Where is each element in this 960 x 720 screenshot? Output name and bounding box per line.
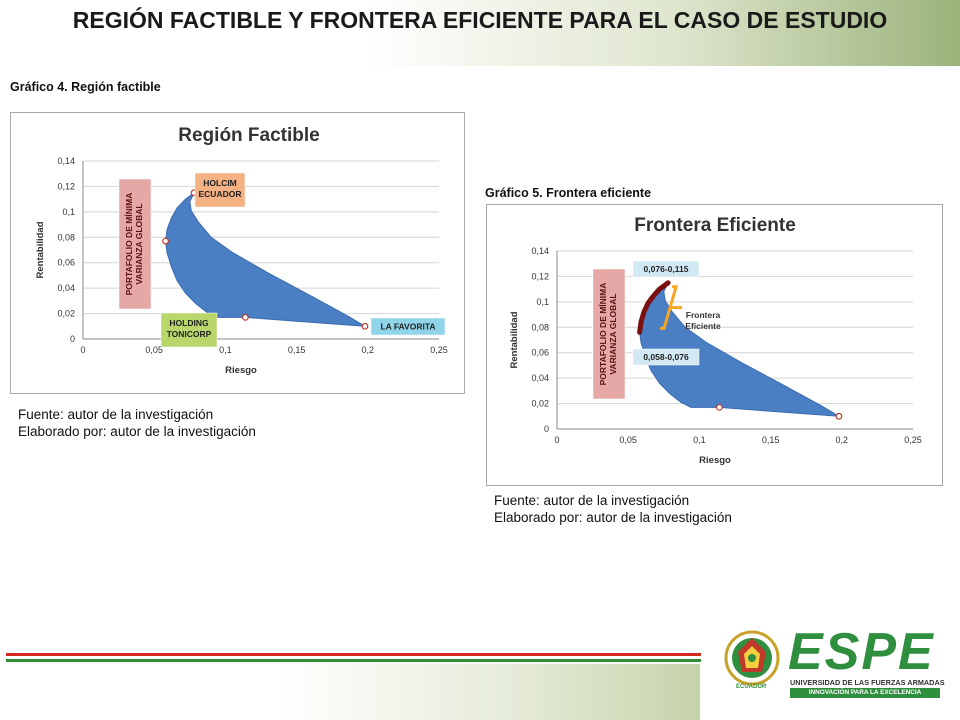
- factible-annotation-box: [194, 172, 246, 208]
- frontera-annotation-text: 0,058-0,076: [643, 352, 689, 362]
- factible-data-point: [162, 237, 169, 245]
- frontera-annotation-text: Frontera: [686, 310, 721, 320]
- espe-logo: ECUADOR ESPE UNIVERSIDAD DE LAS FUERZAS …: [722, 622, 952, 700]
- factible-data-point: [241, 313, 249, 321]
- factible-annotation-box: [160, 312, 218, 348]
- factible-x-tick-label: 0,1: [219, 345, 232, 355]
- source-right: Fuente: autor de la investigación: [494, 493, 690, 508]
- frontera-data-point: [715, 403, 723, 411]
- logo-subtitle: UNIVERSIDAD DE LAS FUERZAS ARMADAS: [790, 678, 945, 687]
- footer-line-green: [6, 659, 701, 662]
- factible-annotation-text: HOLDING: [169, 318, 209, 328]
- frontera-y-tick-label: 0,14: [531, 246, 549, 256]
- espe-seal-icon: [724, 630, 780, 686]
- factible-annotation-box: [370, 317, 446, 336]
- frontera-y-tick-label: 0,02: [531, 399, 549, 409]
- factible-x-tick-label: 0: [80, 345, 85, 355]
- factible-annotation-text: PORTAFOLIO DE MÍNIMA: [124, 193, 134, 296]
- factible-x-tick-label: 0,2: [362, 345, 375, 355]
- chart-frontera-eficiente: Frontera Eficiente 0 0,02 0,04 0,06 0,08 0,1 0,…: [486, 204, 943, 486]
- frontera-y-tick-label: 0,04: [531, 373, 549, 383]
- title-bar: [0, 0, 960, 66]
- factible-annotation-box: [118, 178, 152, 310]
- footer-line-red: [6, 653, 701, 656]
- frontera-annotation-text: Eficiente: [685, 321, 721, 331]
- factible-y-tick-label: 0,08: [57, 232, 75, 242]
- factible-annotation-text: LA FAVORITA: [380, 322, 435, 332]
- frontera-x-tick-label: 0,05: [619, 435, 637, 445]
- caption-right: Gráfico 5. Frontera eficiente: [485, 186, 652, 200]
- chart-frontera-eficiente-svg: Frontera Eficiente 0 0,02 0,04 0,06 0,08 0,1 0,…: [509, 215, 922, 466]
- frontera-annotation-text: 0,076-0,115: [644, 264, 689, 274]
- frontera-y-tick-label: 0,1: [536, 297, 549, 307]
- factible-annotation-text: VARIANZA GLOBAL: [134, 203, 144, 284]
- caption-left: Gráfico 4. Región factible: [10, 80, 161, 94]
- logo-tagline: INNOVACIÓN PARA LA EXCELENCIA: [790, 688, 940, 698]
- made-right: Elaborado por: autor de la investigación: [494, 510, 732, 525]
- chart-region-factible-svg: Región Factible 0 0,02 0,04 0,06 0,08 0,1 0,12 0…: [35, 125, 448, 376]
- frontera-y-tick-label: 0,12: [531, 271, 549, 281]
- factible-annotation-text: HOLCIM: [203, 178, 237, 188]
- factible-y-tick-label: 0: [70, 334, 75, 344]
- frontera-data-point: [835, 412, 843, 420]
- frontera-annotation-box: [632, 348, 700, 366]
- factible-feasible-region: [165, 192, 366, 327]
- factible-y-tick-label: 0,14: [57, 156, 75, 166]
- factible-y-axis-label: Rentabilidad: [35, 221, 46, 278]
- factible-x-tick-label: 0,25: [430, 345, 448, 355]
- factible-x-tick-label: 0,05: [145, 345, 163, 355]
- frontera-x-tick-label: 0: [554, 435, 559, 445]
- footer-band: [0, 664, 700, 720]
- factible-y-tick-label: 0,1: [62, 207, 75, 217]
- frontera-annotation-text: PORTAFOLIO DE MÍNIMA: [598, 283, 608, 386]
- frontera-x-tick-label: 0,2: [836, 435, 849, 445]
- frontera-annotation-text: VARIANZA GLOBAL: [608, 293, 618, 374]
- factible-chart-title: Región Factible: [178, 125, 319, 146]
- factible-annotation-text: TONICORP: [167, 329, 212, 339]
- made-left: Elaborado por: autor de la investigación: [18, 424, 256, 439]
- factible-x-axis-label: Riesgo: [225, 365, 257, 376]
- source-left: Fuente: autor de la investigación: [18, 407, 214, 422]
- frontera-y-tick-label: 0,06: [531, 348, 549, 358]
- frontera-annotation-box: [592, 268, 626, 400]
- frontera-x-axis-label: Riesgo: [699, 455, 731, 466]
- factible-data-point: [361, 322, 369, 330]
- factible-y-tick-label: 0,04: [57, 283, 75, 293]
- frontera-y-axis-label: Rentabilidad: [509, 311, 520, 368]
- frontera-x-tick-label: 0,15: [762, 435, 780, 445]
- frontera-efficient-frontier-line: [637, 280, 671, 335]
- frontera-x-tick-label: 0,1: [693, 435, 706, 445]
- factible-annotation-text: ECUADOR: [199, 189, 242, 199]
- frontera-chart-title: Frontera Eficiente: [634, 215, 796, 236]
- frontera-y-tick-label: 0,08: [531, 322, 549, 332]
- factible-y-tick-label: 0,12: [57, 181, 75, 191]
- frontera-annotation-box: [632, 260, 700, 278]
- frontera-y-tick-label: 0: [544, 424, 549, 434]
- factible-x-tick-label: 0,15: [288, 345, 306, 355]
- slide-title: REGIÓN FACTIBLE Y FRONTERA EFICIENTE PAR…: [72, 7, 888, 33]
- seal-caption: ECUADOR: [736, 684, 767, 690]
- logo-wordmark: ESPE: [788, 623, 935, 681]
- frontera-x-tick-label: 0,25: [904, 435, 922, 445]
- chart-region-factible: Región Factible 0 0,02 0,04 0,06 0,08 0,1 0,12 0…: [10, 112, 465, 394]
- factible-y-tick-label: 0,02: [57, 309, 75, 319]
- factible-y-tick-label: 0,06: [57, 258, 75, 268]
